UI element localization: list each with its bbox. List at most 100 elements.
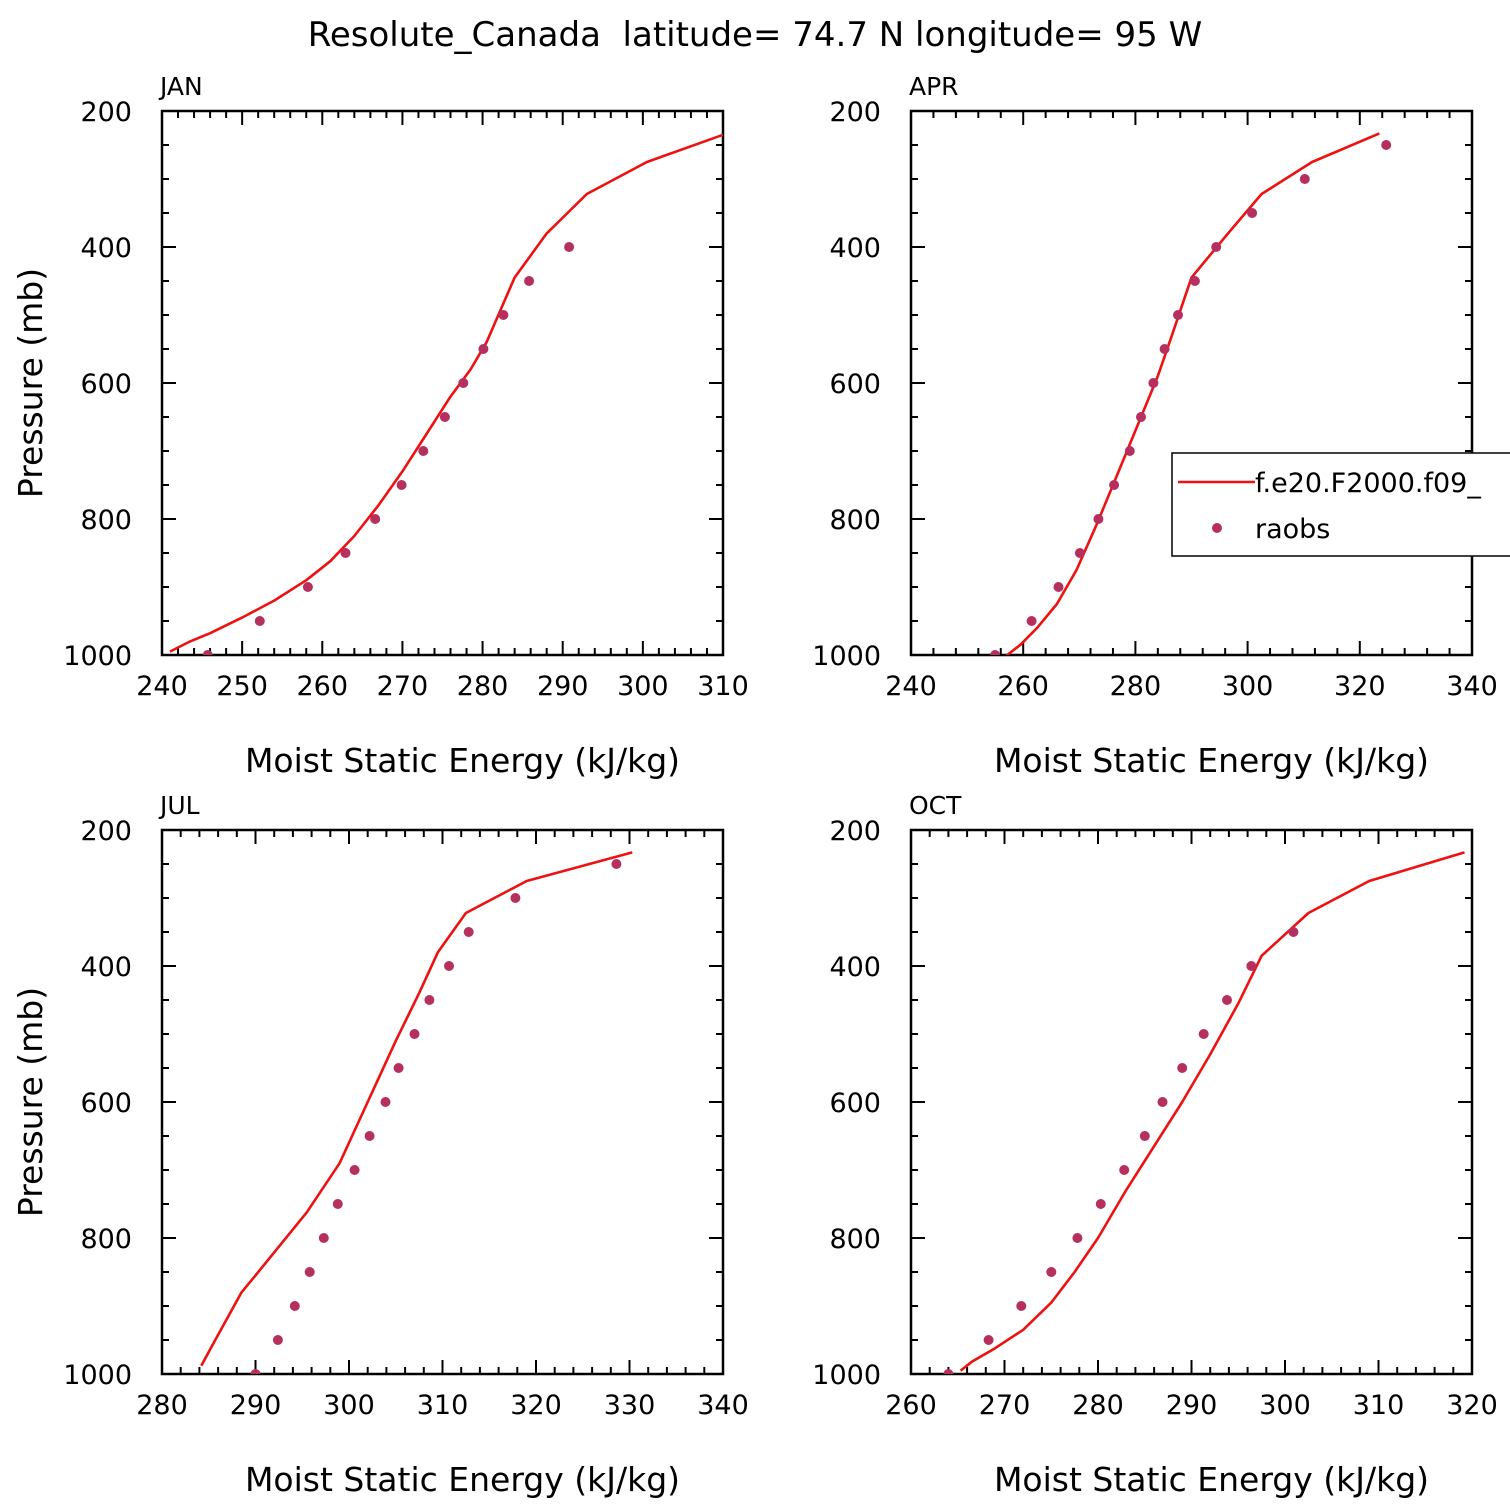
jul-raobs-point	[250, 1369, 261, 1374]
apr-raobs-point	[1299, 174, 1310, 184]
apr-x-tick-label: 320	[1334, 671, 1386, 702]
legend-box	[1171, 452, 1510, 557]
jan-raobs-point	[439, 412, 450, 422]
apr-raobs-point	[1109, 480, 1120, 490]
jan-raobs-point	[302, 582, 313, 592]
jan-raobs-point	[478, 344, 489, 354]
oct-y-tick-label: 600	[829, 1088, 881, 1119]
apr-raobs-point	[1173, 310, 1183, 320]
apr-x-tick-label: 340	[1446, 671, 1498, 702]
oct-x-tick-label: 310	[1353, 1390, 1405, 1421]
oct-y-tick-label: 400	[829, 952, 881, 983]
figure-title: Resolute_Canada latitude= 74.7 N longitu…	[308, 15, 1202, 55]
oct-raobs-point	[1016, 1301, 1027, 1311]
panel-jul: JUL 280 290 300 310 320 330 340 200 400 600 800 1000…	[11, 791, 749, 1499]
apr-plot-frame	[909, 109, 1474, 657]
apr-y-tick-label: 600	[829, 369, 881, 400]
jul-plot-frame	[160, 828, 725, 1376]
jan-raobs-point	[340, 548, 351, 558]
jul-raobs-point	[332, 1199, 343, 1209]
jan-y-tick-label: 400	[80, 233, 132, 264]
jul-raobs-point	[463, 927, 474, 937]
jan-x-tick-label: 310	[697, 671, 749, 702]
apr-raobs-point	[1189, 276, 1200, 286]
jul-x-axis-label: Moist Static Energy (kJ/kg)	[245, 1460, 680, 1499]
jul-raobs-point	[304, 1267, 315, 1277]
jul-raobs-point	[611, 859, 622, 869]
oct-x-tick-label: 300	[1259, 1390, 1311, 1421]
legend-label-obs: raobs	[1255, 514, 1330, 545]
apr-y-tick-label: 400	[829, 233, 881, 264]
apr-raobs-point	[1093, 514, 1104, 524]
jan-raobs-point	[202, 650, 213, 655]
oct-y-tick-label: 800	[829, 1224, 881, 1255]
jul-x-tick-label: 330	[604, 1390, 656, 1421]
oct-panel-title: OCT	[909, 791, 962, 820]
jul-y-tick-label: 800	[80, 1224, 132, 1255]
apr-raobs-point	[1247, 208, 1258, 218]
apr-raobs-point	[1159, 344, 1170, 354]
apr-x-tick-label: 300	[1222, 671, 1274, 702]
panel-oct: OCT 260 270 280 290 300 310 320 200 400 600 800 1000…	[812, 791, 1497, 1499]
oct-plot-frame	[909, 828, 1474, 1376]
apr-x-axis-label: Moist Static Energy (kJ/kg)	[994, 741, 1429, 780]
oct-raobs-point	[943, 1369, 954, 1374]
jan-y-tick-label: 1000	[63, 641, 132, 672]
apr-x-tick-label: 280	[1110, 671, 1162, 702]
jan-x-tick-label: 250	[216, 671, 268, 702]
jul-raobs-point	[380, 1097, 391, 1107]
oct-raobs-point	[1288, 927, 1299, 937]
apr-x-tick-label: 260	[997, 671, 1049, 702]
oct-raobs-point	[1177, 1063, 1188, 1073]
legend-label-model: f.e20.F2000.f09_	[1255, 468, 1481, 499]
jul-x-tick-label: 320	[510, 1390, 562, 1421]
panel-jan: JAN 240 250 260 270 280 290 300 310 200 400 600 800 1…	[11, 72, 749, 780]
jan-y-tick-label: 800	[80, 505, 132, 536]
jan-y-tick-label: 200	[80, 97, 132, 128]
oct-raobs-point	[1095, 1199, 1106, 1209]
jan-raobs-point	[498, 310, 509, 320]
jan-x-tick-label: 240	[136, 671, 188, 702]
jan-x-tick-label: 270	[377, 671, 429, 702]
jul-raobs-point	[364, 1131, 375, 1141]
apr-raobs-point	[1148, 378, 1159, 388]
oct-raobs-point	[1119, 1165, 1130, 1175]
jul-raobs-point	[409, 1029, 420, 1039]
jul-y-axis-label: Pressure (mb)	[11, 987, 50, 1217]
jul-raobs-point	[424, 995, 435, 1005]
apr-raobs-point	[1124, 446, 1135, 456]
oct-y-tick-label: 200	[829, 816, 881, 847]
oct-raobs-point	[1157, 1097, 1168, 1107]
jul-y-tick-label: 200	[80, 816, 132, 847]
oct-x-axis-label: Moist Static Energy (kJ/kg)	[994, 1460, 1429, 1499]
oct-raobs-point	[1222, 995, 1232, 1005]
jul-raobs-point	[444, 961, 454, 971]
oct-raobs-point	[1246, 961, 1257, 971]
oct-x-tick-label: 260	[885, 1390, 937, 1421]
apr-raobs-point	[1136, 412, 1146, 422]
jul-x-tick-label: 290	[230, 1390, 282, 1421]
apr-raobs-point	[1074, 548, 1085, 558]
jan-model-line	[169, 133, 723, 653]
jul-raobs-point	[318, 1233, 329, 1243]
jul-y-tick-label: 600	[80, 1088, 132, 1119]
apr-y-tick-label: 800	[829, 505, 881, 536]
oct-x-tick-label: 290	[1166, 1390, 1218, 1421]
jul-x-tick-label: 340	[697, 1390, 749, 1421]
apr-raobs-point	[1381, 140, 1392, 150]
apr-raobs-point	[990, 650, 1001, 655]
jan-raobs-point	[524, 276, 535, 286]
apr-panel-title: APR	[909, 72, 959, 101]
apr-x-tick-label: 240	[885, 671, 937, 702]
jul-raobs-point	[272, 1335, 283, 1345]
panel-apr: APR 240 260 280 300 320 340 200 400 600 800 1000 Moi…	[812, 72, 1497, 780]
jan-raobs-point	[458, 378, 469, 388]
oct-raobs-point	[1046, 1267, 1057, 1277]
legend-marker-sample	[1212, 523, 1222, 533]
oct-x-tick-label: 270	[979, 1390, 1031, 1421]
jan-x-tick-label: 280	[457, 671, 509, 702]
jan-raobs-point	[418, 446, 429, 456]
apr-raobs-point	[1211, 242, 1222, 252]
oct-x-tick-label: 280	[1072, 1390, 1124, 1421]
jan-y-tick-label: 600	[80, 369, 132, 400]
